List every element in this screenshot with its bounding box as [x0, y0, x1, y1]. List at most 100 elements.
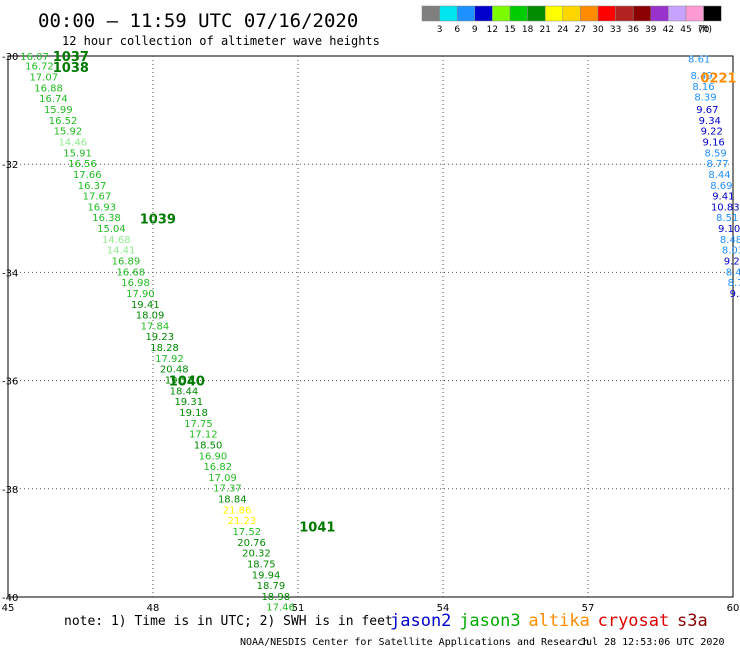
x-tick-label: 60: [727, 603, 740, 614]
legend-swatch: [562, 5, 581, 22]
swh-value: 9.22: [701, 127, 723, 138]
swh-value: 8.70: [728, 278, 740, 289]
footer-note: note: 1) Time is in UTC; 2) SWH is in fe…: [64, 614, 393, 629]
mission-jason2: jason2: [390, 611, 451, 631]
credit-text: NOAA/NESDIS Center for Satellite Applica…: [240, 637, 589, 648]
swh-value: 16.89: [112, 256, 141, 267]
legend-swatch: [421, 5, 440, 22]
swh-value: 16.38: [92, 213, 121, 224]
legend-label: 9: [472, 25, 478, 35]
swh-value: 14.68: [102, 235, 131, 246]
swh-value: 8.69: [710, 181, 732, 192]
swh-value: 21.23: [228, 516, 257, 527]
swh-value: 17.92: [155, 354, 184, 365]
swh-value: 16.74: [39, 94, 68, 105]
y-tick-label: -34: [2, 268, 18, 279]
legend-swatch: [650, 5, 669, 22]
swh-value: 16.68: [116, 267, 145, 278]
swh-value: 17.37: [213, 484, 242, 495]
x-tick-label: 48: [147, 603, 160, 614]
y-tick-label: -36: [2, 377, 18, 388]
legend-label: 39: [645, 25, 657, 35]
swh-value: 9.20: [724, 256, 740, 267]
legend-swatch: [492, 5, 511, 22]
legend-swatch: [703, 5, 722, 22]
legend-swatch: [615, 5, 634, 22]
swh-value: 16.37: [78, 181, 107, 192]
legend-swatch: [474, 5, 493, 22]
swh-value: 18.79: [257, 581, 286, 592]
legend-label: 45: [680, 25, 691, 35]
y-tick-label: -38: [2, 485, 18, 496]
x-tick-label: 51: [292, 603, 305, 614]
legend-swatch: [509, 5, 528, 22]
swh-value: 16.07: [20, 52, 49, 63]
legend-label: 30: [592, 25, 604, 35]
swh-value: 18.44: [170, 386, 199, 397]
swh-value: 19.23: [145, 332, 174, 343]
legend-swatch: [685, 5, 704, 22]
legend-swatch: [456, 5, 476, 22]
legend-swatch: [439, 5, 458, 22]
legend-swatch: [580, 5, 599, 22]
swh-value: 15.99: [44, 105, 73, 116]
swh-value: 10.83: [711, 202, 740, 213]
legend-label: 36: [627, 25, 639, 35]
legend-label: 27: [575, 25, 586, 35]
swh-value: 9.16: [703, 137, 725, 148]
legend-unit: (ft): [698, 25, 712, 35]
swh-value: 8.40: [726, 267, 740, 278]
x-tick-label: 54: [437, 603, 450, 614]
plot-area: 45 48 51 54 57 60 -30 -32 -34 -36 -38 -40 16.0716.72…: [2, 50, 740, 614]
swh-value: 14.46: [58, 137, 87, 148]
swh-value: 18.28: [150, 343, 179, 354]
color-legend: 3 6 9 12 15 18 21 24 27 30 33 36 39 42 45 70(ft): [421, 5, 722, 35]
swh-value: 17.75: [184, 419, 213, 430]
swh-value: 8.16: [692, 82, 714, 93]
swh-value: 8.51: [716, 213, 738, 224]
swh-value: 16.98: [121, 278, 150, 289]
swh-value: 17.90: [126, 289, 155, 300]
time-label: 1037: [53, 50, 89, 65]
swh-value: 19.52: [165, 376, 194, 387]
time-label: 1040: [169, 375, 205, 390]
legend-swatch: [527, 5, 546, 22]
swh-value: 14.41: [107, 246, 136, 257]
swh-value: 8.77: [706, 159, 728, 170]
swh-value: 21.86: [223, 505, 252, 516]
swh-value: 18.75: [247, 559, 276, 570]
x-tick-label: 45: [2, 603, 15, 614]
swh-value: 17.07: [29, 73, 58, 84]
mission-jason3: jason3: [459, 611, 520, 631]
legend-label: 70: [698, 25, 710, 35]
mission-cryosat: cryosat: [598, 611, 670, 631]
swh-value: 19.41: [131, 300, 160, 311]
swh-value: 17.66: [73, 170, 102, 181]
legend-label: 6: [454, 25, 460, 35]
y-tick-label: -30: [2, 52, 18, 63]
legend-label: 24: [557, 25, 569, 35]
legend-label: 12: [487, 25, 498, 35]
swh-value: 18.84: [218, 495, 247, 506]
swh-value: 16.72: [25, 62, 54, 73]
time-label: 1039: [140, 212, 176, 227]
swh-value: 18.98: [261, 592, 290, 603]
swh-value: 16.88: [34, 83, 63, 94]
chart-subtitle: 12 hour collection of altimeter wave hei…: [62, 34, 380, 48]
legend-label: 33: [610, 25, 621, 35]
timestamp-text: Jul 28 12:53:06 UTC 2020: [580, 637, 725, 648]
swh-value: 20.76: [237, 538, 266, 549]
legend-label: 18: [522, 25, 534, 35]
x-tick-label: 57: [582, 603, 595, 614]
swh-value: 8.49: [690, 71, 712, 82]
time-label: 1038: [53, 61, 89, 76]
mission-legend: jason2 jason3 altika cryosat s3a: [390, 611, 708, 631]
chart-title: 00:00 – 11:59 UTC 07/16/2020: [38, 10, 358, 32]
swh-value: 18.09: [136, 311, 165, 322]
swh-value: 8.44: [708, 170, 730, 181]
swh-value: 17.12: [189, 430, 218, 441]
swh-value: 8.61: [688, 55, 710, 66]
swh-value: 9.34: [699, 116, 721, 127]
swh-value: 16.52: [49, 116, 78, 127]
time-label: 1041: [299, 521, 335, 536]
